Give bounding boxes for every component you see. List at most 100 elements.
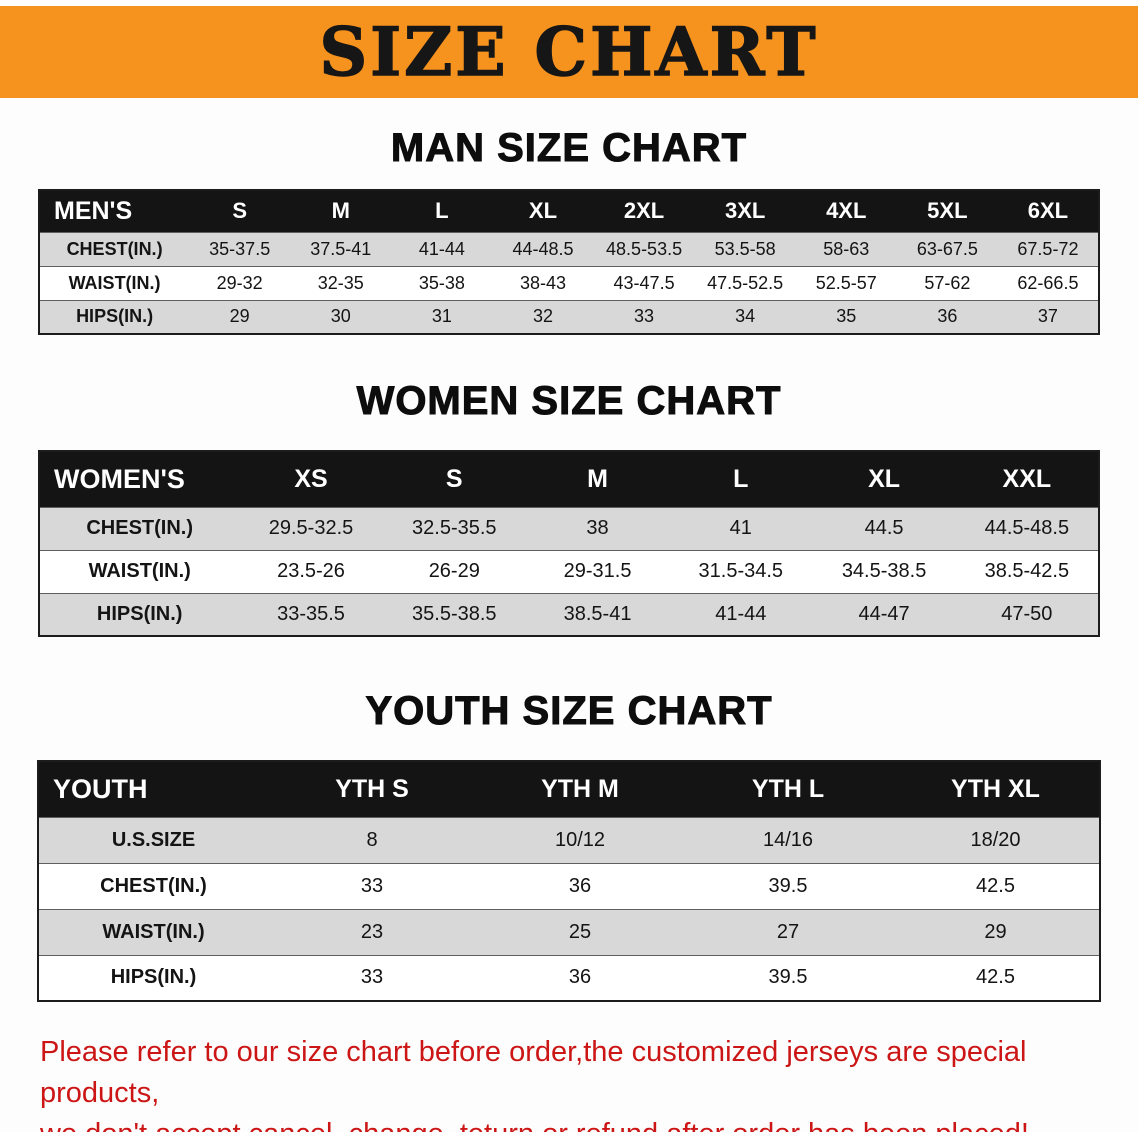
- column-header: 6XL: [1027, 198, 1069, 224]
- table-cell: 62-66.5: [1017, 272, 1079, 293]
- table-cell: 10/12: [554, 828, 606, 851]
- table-cell: 29: [984, 920, 1007, 943]
- table-cell: 33-35.5: [277, 602, 345, 625]
- disclaimer: Please refer to our size chart before or…: [40, 1032, 1112, 1132]
- table-cell: 32: [532, 306, 553, 327]
- table-cell: 63-67.5: [916, 238, 978, 259]
- table-cell: 30: [330, 306, 351, 327]
- table-row: WAIST(IN.) 29-32 32-35 35-38 38-43 43-47…: [39, 266, 1099, 300]
- table-cell: 38.5-41: [563, 602, 632, 625]
- column-header: YTH XL: [951, 774, 1040, 803]
- table-cell: 27: [776, 920, 800, 943]
- table-cell: 33: [360, 874, 384, 897]
- disclaimer-line-1: Please refer to our size chart before or…: [40, 1036, 1027, 1110]
- men-size-table: MEN'S S M L XL 2XL 3XL 4XL 5XL 6XL CHEST…: [38, 189, 1100, 335]
- table-row: CHEST(IN.) 35-37.5 37.5-41 41-44 44-48.5…: [39, 232, 1099, 266]
- table-cell: 38-43: [519, 272, 566, 293]
- women-section-heading: WOMEN SIZE CHART: [356, 379, 782, 424]
- table-cell: 33: [360, 966, 384, 989]
- row-label: HIPS(IN.): [110, 966, 197, 989]
- table-cell: 41-44: [418, 238, 465, 259]
- row-label: U.S.SIZE: [111, 828, 196, 851]
- column-header: XXL: [1002, 464, 1052, 493]
- youth-size-table: YOUTH YTH S YTH M YTH L YTH XL U.S.SIZE …: [37, 760, 1101, 1002]
- table-cell: 35-37.5: [209, 238, 271, 259]
- column-header: XL: [528, 198, 558, 224]
- table-cell: 42.5: [976, 874, 1015, 897]
- table-cell: 44-48.5: [512, 238, 574, 259]
- table-cell: 41: [729, 517, 752, 539]
- size-chart-banner: SIZE CHART: [0, 6, 1138, 98]
- table-cell: 37: [1037, 306, 1058, 327]
- table-row: HIPS(IN.) 33 36 39.5 42.5: [38, 955, 1100, 1001]
- table-cell: 38: [586, 517, 609, 539]
- table-corner-label: YOUTH: [53, 773, 148, 804]
- column-header: M: [587, 464, 608, 493]
- table-cell: 29.5-32.5: [268, 517, 354, 539]
- table-cell: 35.5-38.5: [412, 602, 497, 625]
- row-label: CHEST(IN.): [100, 874, 207, 897]
- table-corner-label: WOMEN'S: [54, 463, 185, 494]
- column-header: XS: [294, 464, 328, 493]
- column-header: S: [232, 198, 248, 224]
- column-header: 2XL: [623, 198, 665, 224]
- table-cell: 33: [634, 306, 655, 327]
- table-cell: 32-35: [317, 272, 364, 293]
- table-cell: 48.5-53.5: [606, 238, 683, 259]
- table-cell: 47.5-52.5: [707, 272, 784, 293]
- column-header: L: [435, 198, 449, 224]
- table-cell: 26-29: [428, 560, 480, 582]
- table-cell: 39.5: [768, 966, 808, 989]
- column-header: L: [733, 464, 749, 493]
- table-cell: 34: [735, 306, 756, 327]
- table-cell: 23.5-26: [277, 560, 345, 582]
- table-cell: 67.5-72: [1017, 238, 1079, 259]
- row-label: WAIST(IN.): [102, 920, 205, 943]
- table-cell: 32.5-35.5: [412, 517, 497, 539]
- column-header: S: [445, 464, 463, 493]
- row-label: WAIST(IN.): [88, 560, 191, 582]
- table-cell: 34.5-38.5: [841, 560, 927, 582]
- table-cell: 47-50: [1001, 602, 1053, 625]
- table-cell: 8: [366, 828, 378, 851]
- table-row: HIPS(IN.) 33-35.5 35.5-38.5 38.5-41 41-4…: [39, 593, 1099, 636]
- table-cell: 41-44: [715, 602, 767, 625]
- table-cell: 35: [836, 306, 857, 327]
- table-cell: 29: [229, 306, 250, 327]
- table-cell: 38.5-42.5: [984, 560, 1070, 582]
- women-header-row: WOMEN'S XS S M L XL XXL: [39, 451, 1099, 507]
- column-header: YTH S: [335, 774, 409, 803]
- column-header: 4XL: [826, 198, 867, 224]
- table-cell: 23: [360, 920, 384, 943]
- youth-header-row: YOUTH YTH S YTH M YTH L YTH XL: [38, 761, 1100, 817]
- table-cell: 39.5: [768, 874, 808, 897]
- table-cell: 36: [568, 966, 592, 989]
- table-cell: 29-31.5: [563, 560, 632, 582]
- table-cell: 58-63: [823, 238, 870, 259]
- table-row: WAIST(IN.) 23 25 27 29: [38, 909, 1100, 955]
- row-label: HIPS(IN.): [96, 602, 183, 625]
- table-cell: 43-47.5: [613, 272, 675, 293]
- table-cell: 36: [568, 874, 592, 897]
- page-title: SIZE CHART: [319, 13, 819, 91]
- table-cell: 25: [568, 920, 592, 943]
- table-cell: 36: [937, 306, 958, 327]
- column-header: XL: [868, 464, 901, 493]
- table-cell: 35-38: [418, 272, 465, 293]
- table-cell: 44-47: [858, 602, 910, 625]
- table-row: U.S.SIZE 8 10/12 14/16 18/20: [38, 817, 1100, 863]
- men-header-row: MEN'S S M L XL 2XL 3XL 4XL 5XL 6XL: [39, 190, 1099, 232]
- table-cell: 31: [431, 306, 452, 327]
- column-header: 3XL: [724, 198, 766, 224]
- disclaimer-line-2: we don't accept cancel, change, teturn o…: [40, 1114, 1112, 1132]
- column-header: YTH M: [541, 774, 619, 803]
- row-label: CHEST(IN.): [86, 517, 194, 539]
- table-row: HIPS(IN.) 29 30 31 32 33 34 35 36 37: [39, 300, 1099, 334]
- table-cell: 31.5-34.5: [698, 560, 784, 582]
- table-cell: 37.5-41: [310, 238, 372, 259]
- row-label: CHEST(IN.): [66, 238, 163, 259]
- table-cell: 53.5-58: [714, 238, 776, 259]
- table-cell: 14/16: [762, 828, 814, 851]
- women-size-table: WOMEN'S XS S M L XL XXL CHEST(IN.) 29.5-…: [38, 450, 1100, 637]
